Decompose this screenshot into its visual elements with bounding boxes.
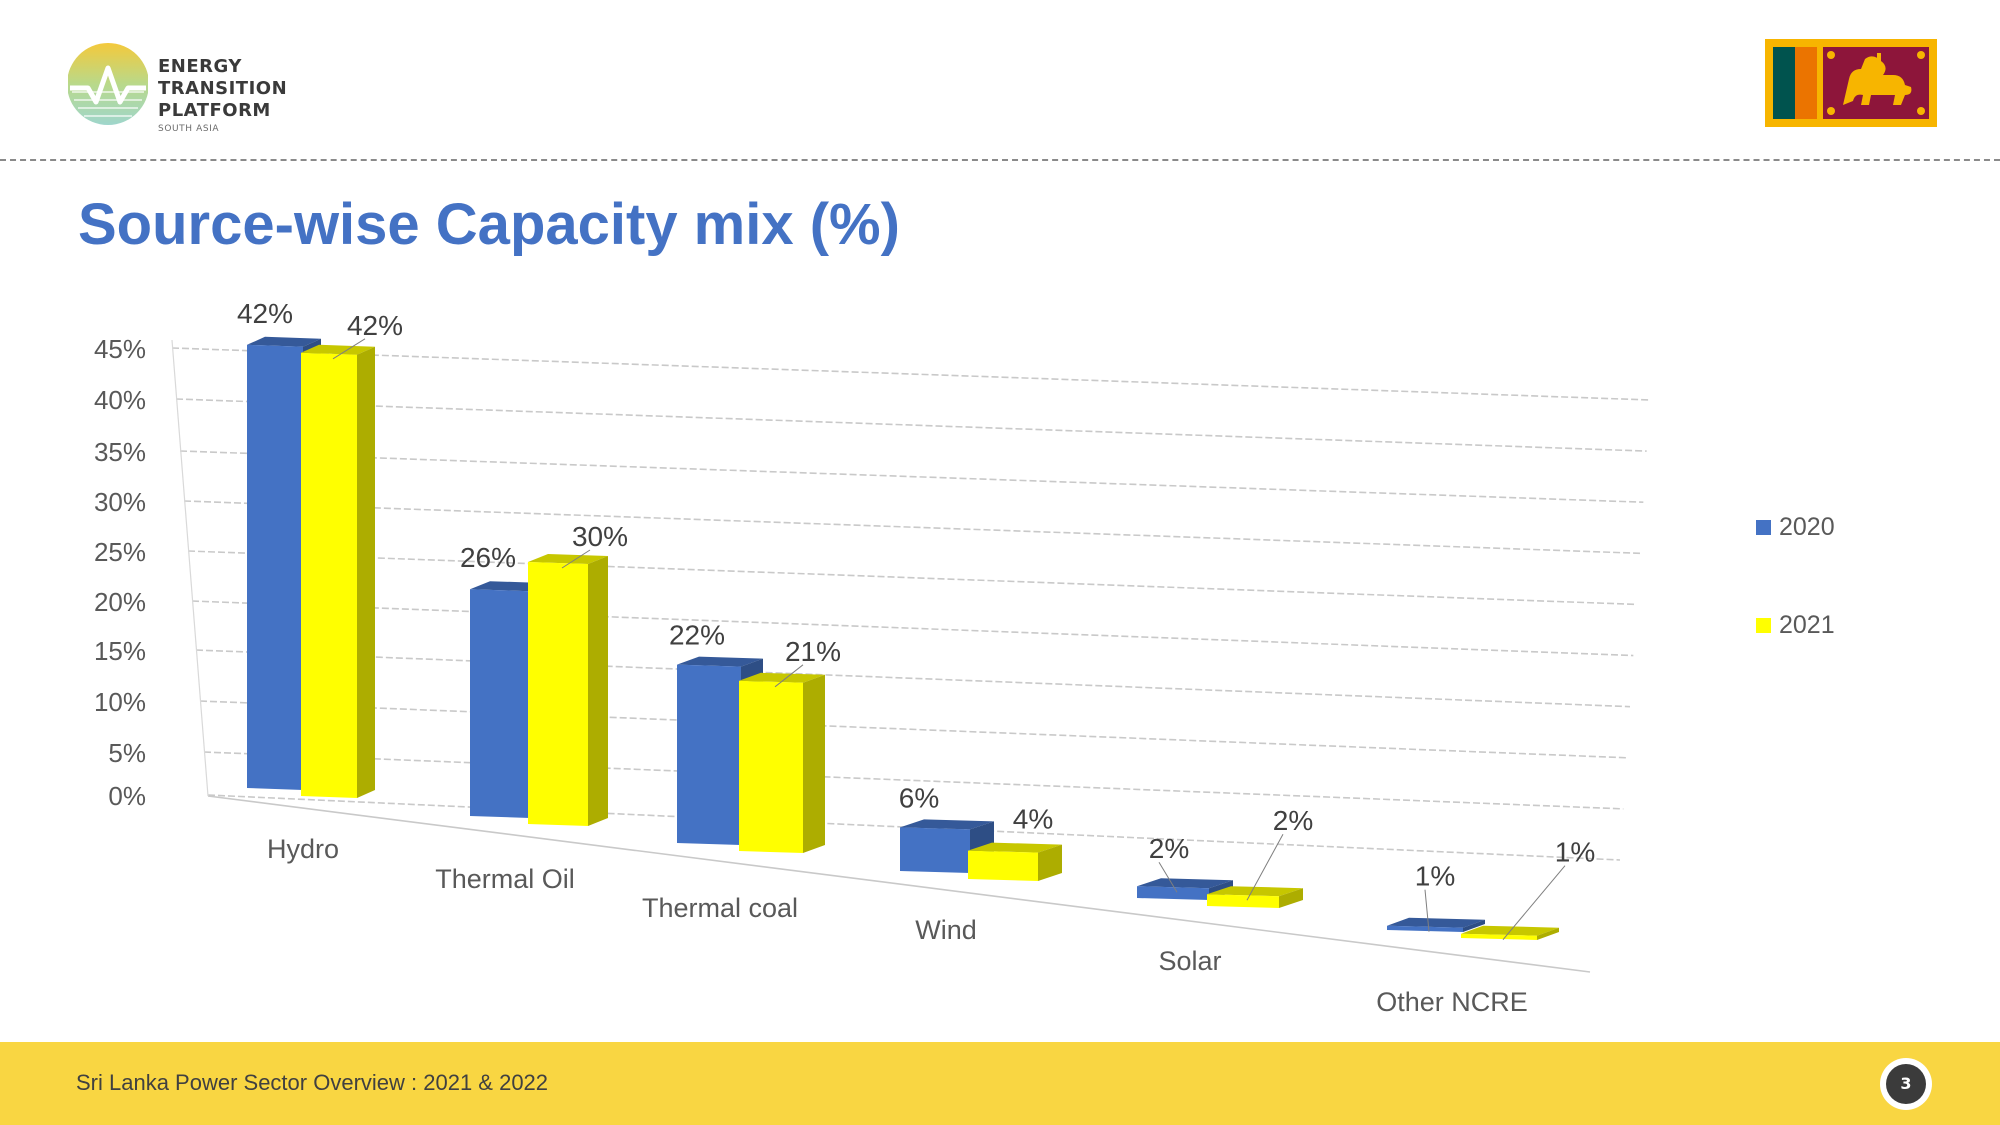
data-label: 4% [1013,804,1053,835]
data-label: 21% [785,636,841,667]
y-tick-label: 35% [94,437,146,467]
legend-label: 2021 [1779,611,1835,639]
footer-bar: Sri Lanka Power Sector Overview : 2021 &… [0,1042,2000,1125]
y-tick-label: 0% [108,781,146,811]
data-label: 1% [1415,861,1455,892]
data-label: 42% [237,300,293,329]
header-divider [0,159,2000,161]
data-label-leader [1246,833,1284,901]
gridline [199,700,1627,759]
gridline [179,450,1644,504]
data-label: 30% [572,521,628,552]
bar-2021-thermal-coal [739,672,825,853]
footer-text: Sri Lanka Power Sector Overview : 2021 &… [76,1070,549,1095]
y-tick-label: 20% [94,587,146,617]
category-label: Thermal coal [642,893,798,923]
y-axis-line [171,339,209,797]
capacity-mix-chart: 0% 5% 10% 15% 20% 25% 30% 35% 40% 45% 42% 42% Hydro 2… [94,300,1835,1017]
data-label: 42% [347,310,403,341]
category-label: Hydro [267,834,339,864]
bar-layer [247,336,1559,940]
legend-label: 2020 [1779,513,1835,541]
y-tick-label: 30% [94,487,146,517]
gridline [175,398,1647,452]
data-label: 22% [669,620,725,651]
y-tick-label: 25% [94,537,146,567]
logo-line-1: ENERGY TRANSITION [158,56,288,99]
data-label: 6% [899,782,939,813]
legend-layer: 2020 2021 [1756,513,1835,639]
data-label: 26% [460,542,516,573]
data-label-leader [774,664,804,688]
gridline [195,649,1631,708]
bar-2020-other-ncre [1387,917,1485,932]
data-label: 1% [1555,837,1595,868]
y-tick-label: 15% [94,636,146,666]
bar-2021-wind [968,842,1062,881]
data-label: 2% [1149,833,1189,864]
logo-line-2: PLATFORM [158,100,271,121]
gridline [171,347,1651,401]
gridline [183,500,1641,555]
gridline [203,751,1624,810]
bar-2021-hydro [301,344,375,798]
category-label: Solar [1158,946,1221,976]
category-label: Thermal Oil [435,864,575,894]
data-label-leader [1424,889,1430,932]
grid-layer [171,339,1651,973]
y-tick-label: 5% [108,738,146,768]
floor-edge [207,795,1591,973]
y-tick-label: 10% [94,687,146,717]
flag-icon [1765,39,1937,127]
legend-swatch [1756,520,1771,535]
gridline [191,600,1634,657]
category-label: Wind [915,915,977,945]
y-tick-label: 40% [94,385,146,415]
gridline [187,550,1637,606]
legend-swatch [1756,618,1771,633]
sri-lanka-flag [1765,39,1937,127]
page-number: 3 [1886,1064,1926,1104]
data-label-leader [561,549,591,569]
bar-2021-other-ncre [1461,925,1559,940]
data-label: 2% [1273,805,1313,836]
logo-subtitle: SOUTH ASIA [158,124,220,134]
platform-logo: ENERGY TRANSITION PLATFORM SOUTH ASIA [67,40,348,134]
label-layer: 0% 5% 10% 15% 20% 25% 30% 35% 40% 45% 42% 42% Hydro 2… [94,300,1595,1017]
category-label: Other NCRE [1376,987,1528,1017]
data-label-leader [1502,865,1566,941]
bar-2021-thermal-oil [528,554,608,826]
data-label-leader [1158,861,1178,893]
logo-wave-icon [67,43,149,125]
page-title: Source-wise Capacity mix (%) [78,192,900,257]
page-number-badge: 3 [1880,1058,1932,1110]
bar-2021-solar [1207,886,1303,908]
data-label-leader [332,338,366,360]
y-tick-label: 45% [94,334,146,364]
